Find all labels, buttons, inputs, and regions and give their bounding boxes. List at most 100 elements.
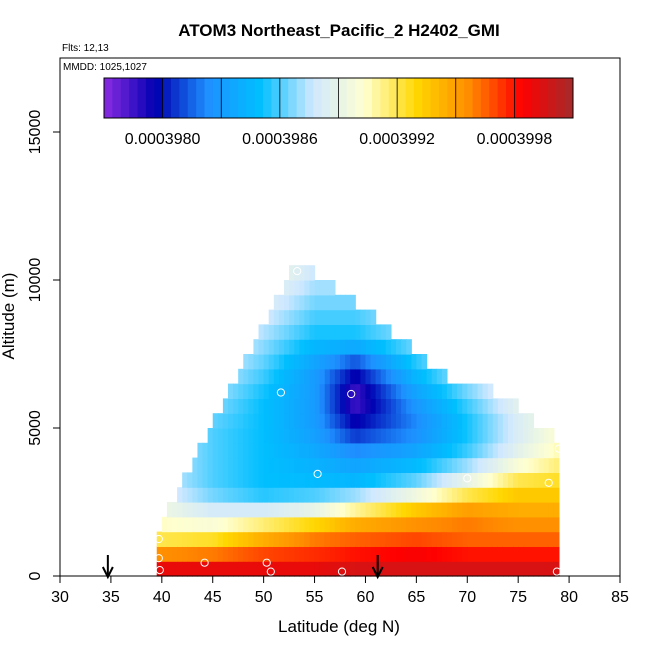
heatmap-cell [365,309,372,325]
sample-point [552,567,562,576]
heatmap-cell [487,428,494,444]
heatmap-cell [243,368,249,385]
sample-points [154,267,564,576]
heatmap-cell [202,487,209,503]
x-tick-label: 50 [255,589,273,606]
heatmap-cell [508,398,514,414]
heatmap-cell [390,561,397,577]
heatmap-cell [416,413,423,429]
heatmap-cell [187,502,193,518]
heatmap-cell [523,428,529,444]
heatmap-cell [314,516,321,533]
heatmap-cell [334,324,341,340]
heatmap-cell [446,457,453,473]
heatmap-cell [421,502,428,518]
heatmap-cell [385,398,392,414]
heatmap-cell [284,428,290,444]
heatmap-cell [329,324,336,340]
heatmap-cell [406,428,412,444]
colorbar-segment [104,78,113,118]
heatmap-cell [289,339,295,355]
heatmap-cell [385,531,392,547]
heatmap-cell [406,516,412,533]
colorbar-segment [405,78,415,118]
heatmap-cell [340,339,346,355]
heatmap-cell [406,398,412,414]
heatmap-cell [314,487,321,503]
heatmap-cell [319,531,326,547]
heatmap-cell [502,561,509,577]
heatmap-cell [212,546,219,562]
heatmap-cell [492,428,499,444]
heatmap-cell [406,502,412,518]
heatmap-cell [253,487,260,503]
heatmap-cell [538,516,545,533]
heatmap-cell [238,442,244,459]
heatmap-cell [441,368,448,385]
heatmap-cell [258,339,265,355]
heatmap-cell [309,324,316,340]
heatmap-cell [350,309,356,325]
heatmap-cell [487,442,494,459]
heatmap-cell [411,457,417,473]
heatmap-cell [411,546,417,562]
heatmap-cell [375,546,382,562]
heatmap-cell [452,457,458,473]
heatmap-cell [457,516,463,533]
heatmap-cell [513,472,519,488]
heatmap-cell [294,516,300,533]
heatmap-cell [375,442,382,459]
heatmap-cell [355,309,361,325]
heatmap-cell [518,457,524,473]
heatmap-cell [314,354,321,370]
heatmap-cell [502,472,509,488]
colorbar-segment [564,78,574,118]
heatmap-cell [324,442,331,459]
heatmap-cell [177,531,183,547]
heatmap-cell [467,502,473,518]
heatmap-cell [360,413,367,429]
heatmap-cell [329,516,336,533]
colorbar-segment [171,78,180,118]
heatmap-cell [457,546,463,562]
heatmap-cell [390,413,397,429]
heatmap-cell [248,546,255,562]
heatmap-cell [309,413,316,429]
heatmap-cell [482,383,489,399]
heatmap-cell [462,383,468,399]
heatmap-cell [441,561,448,577]
heatmap-cell [324,294,331,311]
heatmap-cell [492,398,499,414]
heatmap-cell [375,516,382,533]
heatmap-cell [329,413,336,429]
heatmap-cell [192,472,199,488]
heatmap-cell [299,398,305,414]
heatmap-cell [202,516,209,533]
heatmap-cell [462,561,468,577]
heatmap-cell [299,442,305,459]
colorbar-segment [204,78,214,118]
heatmap-cell [222,413,229,429]
x-tick-label: 80 [560,589,578,606]
heatmap-cell [421,531,428,547]
heatmap-cell [340,383,346,399]
heatmap-cell [345,561,351,577]
heatmap-cell [278,546,285,562]
heatmap-cell [233,472,239,488]
heatmap-cell [289,561,295,577]
heatmap-cell [207,546,214,562]
heatmap-cell [238,457,244,473]
sample-point [293,267,302,276]
heatmap-cell [350,516,356,533]
heatmap-cell [177,487,183,503]
heatmap-cell [263,561,270,577]
heatmap-cell [513,561,519,577]
heatmap-cell [340,457,346,473]
heatmap-cell [508,472,514,488]
heatmap-cell [273,339,280,355]
heatmap-cell [411,398,417,414]
heatmap-cell [482,457,489,473]
heatmap-cell [314,309,321,325]
heatmap-cell [396,472,402,488]
